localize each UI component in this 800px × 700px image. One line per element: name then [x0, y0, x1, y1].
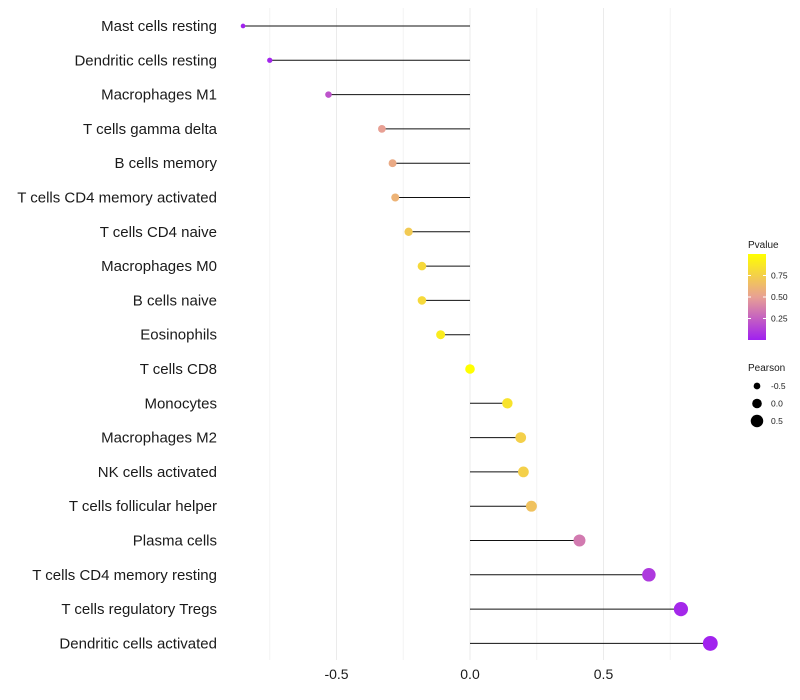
pvalue-legend: Pvalue 0.75 0.50 0.25	[748, 240, 788, 340]
lollipop-dot	[525, 500, 537, 512]
x-axis-tick-labels: -0.5 0.0 0.5	[324, 666, 613, 682]
category-label: Dendritic cells activated	[59, 635, 217, 652]
pvalue-legend-ticks: 0.75 0.50 0.25	[748, 271, 788, 324]
lollipop-dot	[378, 125, 386, 133]
category-label: T cells CD4 memory activated	[17, 190, 217, 207]
category-label: T cells follicular helper	[69, 498, 217, 515]
category-label: T cells CD4 naive	[100, 224, 217, 241]
lollipop-dot	[518, 466, 529, 478]
lollipop-dot	[465, 364, 475, 374]
pearson-legend-dot	[753, 382, 761, 390]
grid-layer	[269, 8, 671, 660]
category-label: T cells regulatory Tregs	[61, 601, 217, 618]
pvalue-tick-label: 0.50	[771, 292, 788, 302]
dot-layer	[240, 23, 718, 651]
lollipop-dot	[240, 23, 246, 29]
category-label: T cells CD4 memory resting	[32, 567, 217, 584]
pearson-legend-label: 0.5	[771, 416, 783, 426]
pearson-legend-keys: -0.5 0.0 0.5	[750, 381, 786, 428]
category-label: Monocytes	[144, 395, 217, 412]
category-label: Dendritic cells resting	[74, 52, 217, 69]
pvalue-tick-label: 0.25	[771, 314, 788, 324]
lollipop-dot	[573, 534, 586, 547]
pearson-legend-label: -0.5	[771, 381, 786, 391]
x-tick-label: 0.0	[460, 666, 480, 682]
lollipop-dot	[388, 159, 397, 168]
pearson-legend-label: 0.0	[771, 399, 783, 409]
lollipop-dot	[417, 296, 427, 305]
category-label: B cells naive	[133, 292, 217, 309]
lollipop-dot	[325, 91, 332, 98]
pearson-legend-title: Pearson	[748, 363, 785, 374]
pearson-legend-dot	[750, 414, 764, 428]
category-label: T cells gamma delta	[83, 121, 218, 138]
category-label: T cells CD8	[140, 361, 217, 378]
lollipop-dot	[702, 635, 718, 651]
pearson-legend-dot	[752, 398, 762, 409]
category-label: NK cells activated	[98, 464, 217, 481]
pvalue-tick-label: 0.75	[771, 271, 788, 281]
x-tick-label: -0.5	[324, 666, 348, 682]
category-label: Macrophages M0	[101, 258, 217, 275]
lollipop-dot	[404, 227, 413, 236]
lollipop-dot	[417, 261, 427, 271]
category-label: Plasma cells	[133, 533, 217, 550]
category-labels: Mast cells resting Dendritic cells restin…	[17, 18, 217, 652]
pearson-legend: Pearson -0.5 0.0 0.5	[748, 363, 786, 428]
x-tick-label: 0.5	[594, 666, 614, 682]
lollipop-dot	[502, 398, 513, 409]
category-label: Macrophages M2	[101, 430, 217, 447]
lollipop-dot	[267, 57, 273, 63]
lollipop-dot	[391, 193, 400, 202]
lollipop-dot	[436, 330, 446, 340]
lollipop-dot	[515, 432, 527, 443]
pvalue-colorbar	[748, 254, 766, 340]
category-label: Mast cells resting	[101, 18, 217, 35]
lollipop-dot	[673, 601, 689, 617]
stem-layer	[243, 25, 711, 644]
category-label: B cells memory	[114, 155, 217, 172]
category-label: Macrophages M1	[101, 87, 217, 104]
lollipop-dot	[642, 568, 656, 582]
category-label: Eosinophils	[140, 327, 217, 344]
pvalue-legend-title: Pvalue	[748, 240, 779, 251]
